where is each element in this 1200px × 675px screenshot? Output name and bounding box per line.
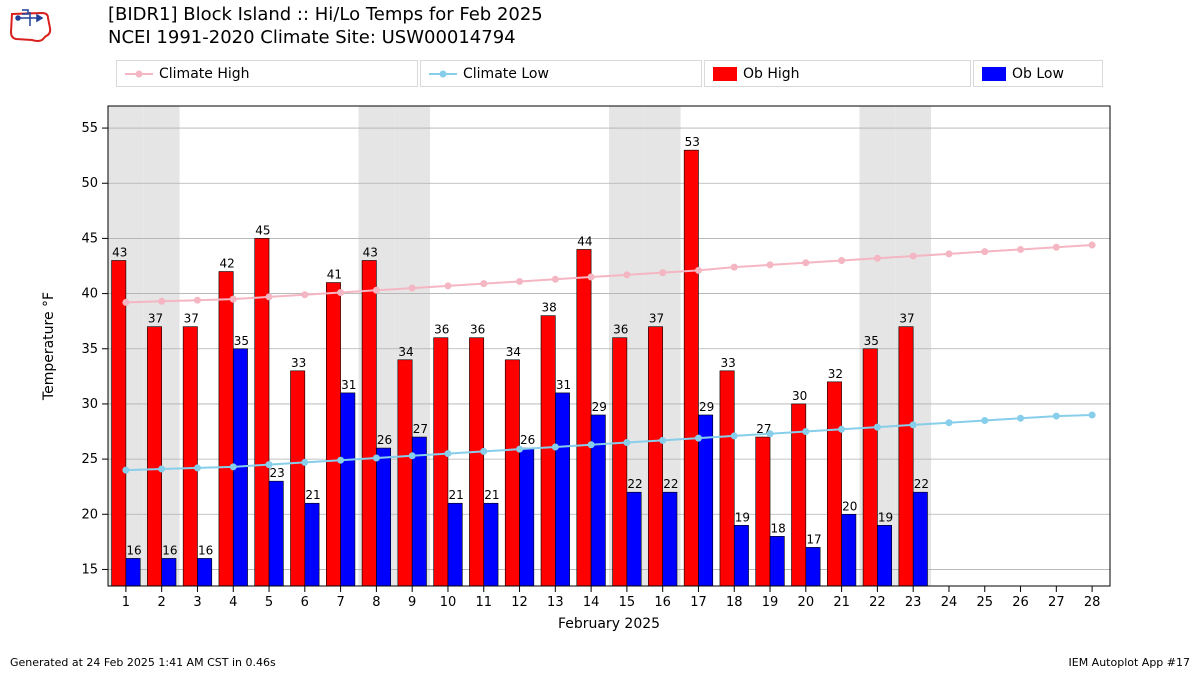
svg-text:20: 20 <box>798 595 815 610</box>
svg-text:5: 5 <box>265 595 273 610</box>
svg-text:43: 43 <box>112 245 127 259</box>
svg-text:44: 44 <box>577 234 592 248</box>
svg-text:40: 40 <box>81 287 98 302</box>
svg-text:9: 9 <box>408 595 416 610</box>
svg-text:32: 32 <box>828 367 843 381</box>
svg-text:26: 26 <box>377 433 392 447</box>
svg-text:26: 26 <box>520 433 535 447</box>
svg-text:2: 2 <box>158 595 166 610</box>
legend-label: Ob High <box>743 66 800 82</box>
svg-text:35: 35 <box>81 342 98 357</box>
svg-text:13: 13 <box>547 595 564 610</box>
svg-text:29: 29 <box>592 400 607 414</box>
svg-text:30: 30 <box>792 389 807 403</box>
svg-text:37: 37 <box>649 312 664 326</box>
svg-text:55: 55 <box>81 121 98 136</box>
legend-label: Climate Low <box>463 66 549 82</box>
svg-text:50: 50 <box>81 176 98 191</box>
svg-text:22: 22 <box>627 477 642 491</box>
svg-text:45: 45 <box>255 223 270 237</box>
svg-text:23: 23 <box>905 595 922 610</box>
svg-text:8: 8 <box>372 595 380 610</box>
svg-text:53: 53 <box>685 135 700 149</box>
svg-text:34: 34 <box>398 345 413 359</box>
svg-text:February 2025: February 2025 <box>558 616 660 632</box>
svg-text:36: 36 <box>470 323 485 337</box>
svg-text:16: 16 <box>126 543 141 557</box>
legend-item: Climate Low <box>420 60 702 87</box>
svg-text:19: 19 <box>735 510 750 524</box>
svg-text:20: 20 <box>81 507 98 522</box>
svg-text:17: 17 <box>806 532 821 546</box>
svg-text:36: 36 <box>434 323 449 337</box>
svg-text:25: 25 <box>81 452 98 467</box>
svg-text:14: 14 <box>583 595 600 610</box>
svg-text:33: 33 <box>291 356 306 370</box>
svg-text:31: 31 <box>556 378 571 392</box>
svg-text:36: 36 <box>613 323 628 337</box>
svg-text:19: 19 <box>878 510 893 524</box>
svg-text:22: 22 <box>869 595 886 610</box>
svg-text:16: 16 <box>198 543 213 557</box>
svg-text:37: 37 <box>148 312 163 326</box>
svg-text:28: 28 <box>1084 595 1101 610</box>
svg-text:21: 21 <box>833 595 850 610</box>
svg-text:11: 11 <box>475 595 492 610</box>
svg-text:6: 6 <box>301 595 309 610</box>
svg-text:37: 37 <box>184 312 199 326</box>
svg-text:1: 1 <box>122 595 130 610</box>
svg-text:18: 18 <box>771 521 786 535</box>
svg-text:17: 17 <box>690 595 707 610</box>
svg-text:42: 42 <box>219 257 234 271</box>
legend-label: Climate High <box>159 66 250 82</box>
generated-timestamp: Generated at 24 Feb 2025 1:41 AM CST in … <box>10 656 276 669</box>
svg-text:4: 4 <box>229 595 237 610</box>
svg-text:15: 15 <box>81 562 98 577</box>
legend-label: Ob Low <box>1012 66 1064 82</box>
svg-text:24: 24 <box>941 595 958 610</box>
svg-text:35: 35 <box>864 334 879 348</box>
svg-text:10: 10 <box>440 595 457 610</box>
svg-text:33: 33 <box>720 356 735 370</box>
svg-text:21: 21 <box>484 488 499 502</box>
legend-item: Ob Low <box>973 60 1103 87</box>
svg-text:15: 15 <box>619 595 636 610</box>
svg-text:31: 31 <box>341 378 356 392</box>
svg-text:25: 25 <box>976 595 993 610</box>
svg-text:34: 34 <box>506 345 521 359</box>
svg-text:22: 22 <box>663 477 678 491</box>
legend-item: Climate High <box>116 60 418 87</box>
svg-text:12: 12 <box>511 595 528 610</box>
svg-text:35: 35 <box>234 334 249 348</box>
svg-text:45: 45 <box>81 231 98 246</box>
svg-text:37: 37 <box>899 312 914 326</box>
svg-text:29: 29 <box>699 400 714 414</box>
svg-text:23: 23 <box>270 466 285 480</box>
svg-text:21: 21 <box>305 488 320 502</box>
svg-text:30: 30 <box>81 397 98 412</box>
svg-text:21: 21 <box>448 488 463 502</box>
temperature-chart: 1520253035404550551234567891011121314151… <box>0 0 1200 675</box>
svg-text:3: 3 <box>193 595 201 610</box>
svg-text:26: 26 <box>1012 595 1029 610</box>
svg-text:Temperature °F: Temperature °F <box>41 292 57 401</box>
svg-text:38: 38 <box>542 301 557 315</box>
svg-text:16: 16 <box>654 595 671 610</box>
svg-text:20: 20 <box>842 499 857 513</box>
svg-text:27: 27 <box>1048 595 1065 610</box>
svg-text:27: 27 <box>413 422 428 436</box>
svg-text:7: 7 <box>336 595 344 610</box>
svg-text:16: 16 <box>162 543 177 557</box>
svg-text:22: 22 <box>914 477 929 491</box>
svg-text:43: 43 <box>363 245 378 259</box>
app-credit: IEM Autoplot App #17 <box>1069 656 1191 669</box>
svg-text:41: 41 <box>327 268 342 282</box>
svg-text:19: 19 <box>762 595 779 610</box>
legend-item: Ob High <box>704 60 971 87</box>
svg-text:18: 18 <box>726 595 743 610</box>
